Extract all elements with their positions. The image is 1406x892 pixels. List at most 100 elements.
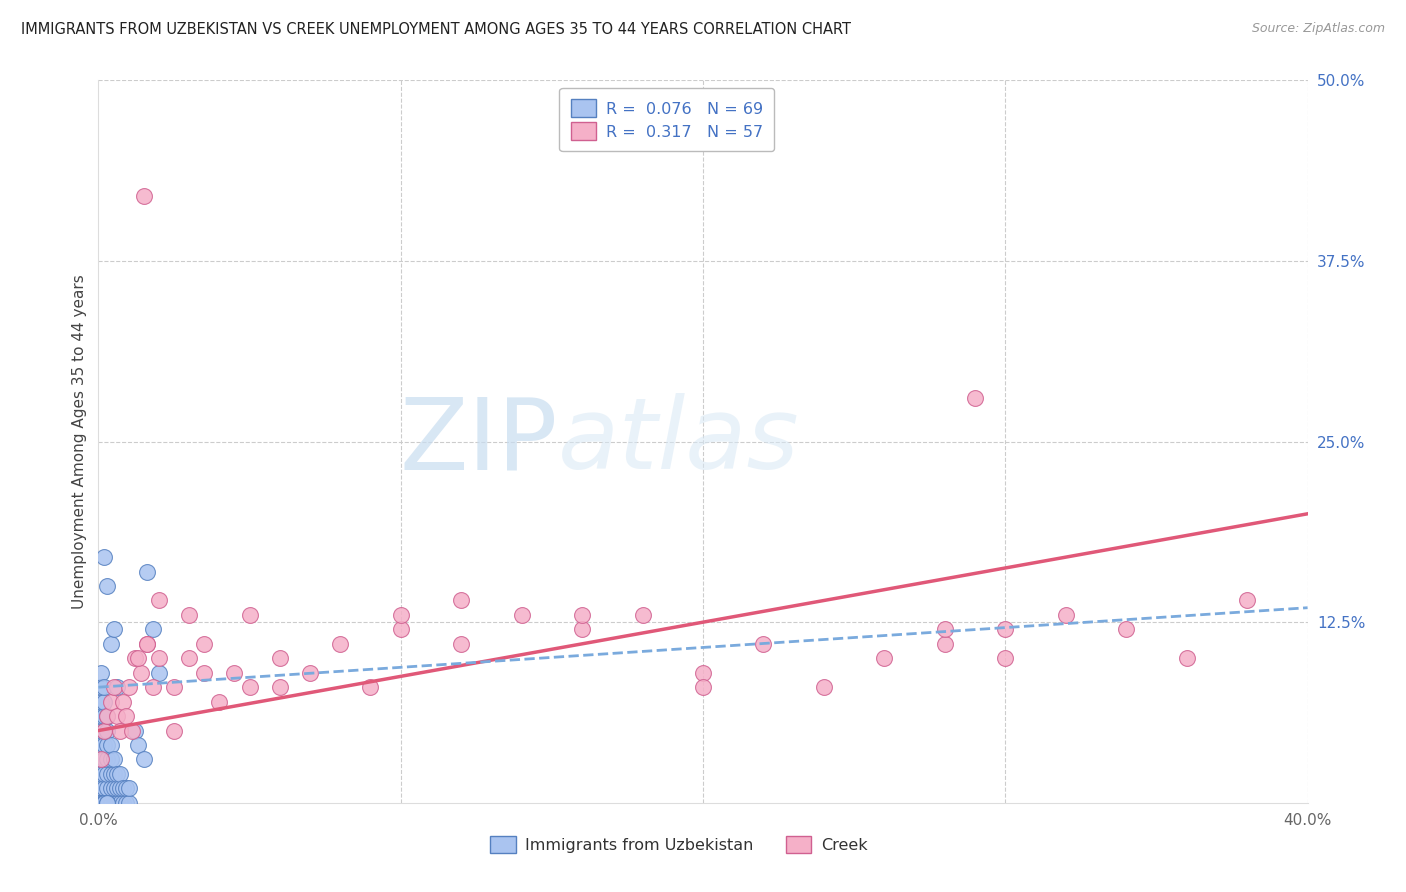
Point bbox=[93, 680, 115, 694]
Point bbox=[93, 738, 115, 752]
Point bbox=[96, 579, 118, 593]
Point bbox=[118, 781, 141, 796]
Point bbox=[96, 796, 118, 810]
Point bbox=[108, 767, 131, 781]
Point bbox=[111, 695, 134, 709]
Point bbox=[135, 565, 157, 579]
Text: Source: ZipAtlas.com: Source: ZipAtlas.com bbox=[1251, 22, 1385, 36]
Point bbox=[127, 738, 149, 752]
Point bbox=[129, 665, 152, 680]
Point bbox=[114, 781, 136, 796]
Legend: Immigrants from Uzbekistan, Creek: Immigrants from Uzbekistan, Creek bbox=[484, 830, 873, 860]
Point bbox=[692, 680, 714, 694]
Point bbox=[934, 637, 956, 651]
Point bbox=[90, 796, 112, 810]
Point bbox=[90, 709, 112, 723]
Point bbox=[105, 680, 128, 694]
Point bbox=[100, 781, 122, 796]
Point bbox=[96, 738, 118, 752]
Point bbox=[1054, 607, 1077, 622]
Point bbox=[224, 665, 246, 680]
Point bbox=[93, 796, 115, 810]
Point bbox=[571, 623, 593, 637]
Point bbox=[239, 607, 262, 622]
Point bbox=[90, 796, 112, 810]
Point bbox=[118, 680, 141, 694]
Point bbox=[148, 651, 170, 665]
Point bbox=[93, 550, 115, 565]
Point bbox=[135, 637, 157, 651]
Point bbox=[124, 651, 146, 665]
Point bbox=[163, 723, 186, 738]
Point bbox=[239, 680, 262, 694]
Point bbox=[994, 623, 1017, 637]
Point bbox=[105, 767, 128, 781]
Point bbox=[148, 593, 170, 607]
Point bbox=[100, 695, 122, 709]
Point bbox=[90, 752, 112, 766]
Point bbox=[90, 695, 112, 709]
Point bbox=[1236, 593, 1258, 607]
Point bbox=[269, 680, 291, 694]
Point bbox=[389, 623, 412, 637]
Point bbox=[96, 709, 118, 723]
Point bbox=[179, 607, 201, 622]
Point bbox=[299, 665, 322, 680]
Point bbox=[114, 709, 136, 723]
Point bbox=[90, 723, 112, 738]
Point bbox=[90, 665, 112, 680]
Point bbox=[108, 723, 131, 738]
Point bbox=[100, 767, 122, 781]
Point bbox=[90, 796, 112, 810]
Point bbox=[118, 796, 141, 810]
Point bbox=[111, 796, 134, 810]
Point bbox=[450, 637, 472, 651]
Point bbox=[90, 680, 112, 694]
Point bbox=[108, 781, 131, 796]
Point bbox=[105, 709, 128, 723]
Point bbox=[93, 695, 115, 709]
Point bbox=[994, 651, 1017, 665]
Point bbox=[142, 623, 165, 637]
Point bbox=[1175, 651, 1198, 665]
Point bbox=[96, 723, 118, 738]
Point bbox=[360, 680, 382, 694]
Point bbox=[96, 796, 118, 810]
Point bbox=[93, 796, 115, 810]
Point bbox=[90, 781, 112, 796]
Point bbox=[93, 709, 115, 723]
Point bbox=[100, 637, 122, 651]
Point bbox=[631, 607, 654, 622]
Point bbox=[103, 752, 125, 766]
Point bbox=[96, 709, 118, 723]
Point bbox=[121, 723, 143, 738]
Point bbox=[93, 723, 115, 738]
Point bbox=[93, 752, 115, 766]
Point bbox=[93, 723, 115, 738]
Y-axis label: Unemployment Among Ages 35 to 44 years: Unemployment Among Ages 35 to 44 years bbox=[72, 274, 87, 609]
Point bbox=[269, 651, 291, 665]
Point bbox=[96, 752, 118, 766]
Point bbox=[96, 781, 118, 796]
Point bbox=[103, 680, 125, 694]
Point bbox=[132, 189, 155, 203]
Point bbox=[329, 637, 352, 651]
Point bbox=[93, 796, 115, 810]
Point bbox=[389, 607, 412, 622]
Point bbox=[873, 651, 896, 665]
Point bbox=[510, 607, 533, 622]
Point bbox=[100, 738, 122, 752]
Point bbox=[90, 752, 112, 766]
Point bbox=[1115, 623, 1137, 637]
Point bbox=[692, 665, 714, 680]
Point bbox=[571, 607, 593, 622]
Point bbox=[90, 767, 112, 781]
Point bbox=[108, 796, 131, 810]
Point bbox=[124, 723, 146, 738]
Point bbox=[93, 767, 115, 781]
Point bbox=[105, 796, 128, 810]
Text: ZIP: ZIP bbox=[399, 393, 558, 490]
Point bbox=[163, 680, 186, 694]
Point bbox=[100, 796, 122, 810]
Point bbox=[813, 680, 835, 694]
